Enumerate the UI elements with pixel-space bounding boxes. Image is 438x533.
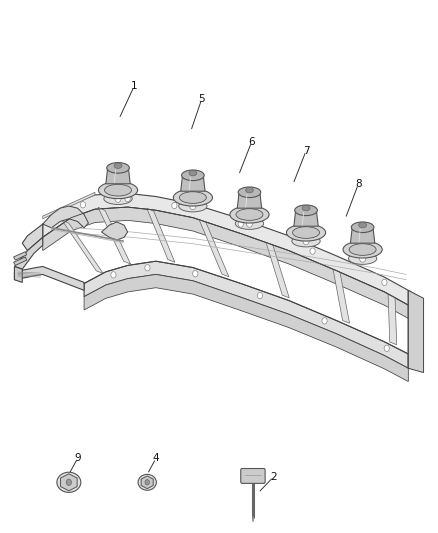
- Polygon shape: [181, 175, 205, 191]
- Ellipse shape: [349, 244, 376, 255]
- Circle shape: [172, 203, 177, 209]
- Ellipse shape: [179, 200, 207, 212]
- Ellipse shape: [138, 474, 156, 490]
- Polygon shape: [237, 192, 261, 208]
- Ellipse shape: [302, 206, 310, 211]
- Text: 5: 5: [198, 94, 205, 104]
- Circle shape: [66, 479, 71, 486]
- Circle shape: [257, 293, 262, 298]
- Ellipse shape: [295, 205, 318, 216]
- Ellipse shape: [182, 170, 204, 181]
- Polygon shape: [98, 207, 131, 264]
- Ellipse shape: [359, 222, 367, 228]
- Ellipse shape: [99, 182, 138, 199]
- Polygon shape: [408, 290, 424, 373]
- Ellipse shape: [173, 189, 212, 206]
- Circle shape: [382, 279, 387, 286]
- Ellipse shape: [349, 253, 377, 264]
- Circle shape: [145, 264, 150, 271]
- Ellipse shape: [57, 472, 81, 492]
- Polygon shape: [43, 207, 408, 318]
- Ellipse shape: [293, 227, 320, 238]
- Polygon shape: [43, 192, 95, 219]
- Polygon shape: [60, 474, 77, 491]
- Polygon shape: [102, 222, 127, 240]
- Circle shape: [125, 196, 130, 202]
- Circle shape: [145, 480, 149, 485]
- Polygon shape: [266, 242, 289, 298]
- Ellipse shape: [343, 241, 382, 258]
- Circle shape: [81, 201, 85, 208]
- Polygon shape: [147, 208, 175, 262]
- Circle shape: [190, 203, 196, 210]
- Polygon shape: [106, 168, 130, 184]
- Circle shape: [360, 255, 366, 262]
- Circle shape: [115, 195, 121, 203]
- Polygon shape: [22, 224, 43, 251]
- Ellipse shape: [104, 193, 132, 205]
- Ellipse shape: [180, 192, 206, 204]
- Polygon shape: [408, 290, 417, 368]
- Ellipse shape: [238, 187, 261, 198]
- Circle shape: [193, 270, 198, 277]
- Polygon shape: [333, 269, 350, 323]
- Ellipse shape: [235, 217, 264, 229]
- Text: 8: 8: [355, 179, 362, 189]
- Polygon shape: [43, 206, 88, 228]
- Polygon shape: [14, 257, 27, 265]
- Polygon shape: [84, 261, 408, 368]
- Ellipse shape: [286, 224, 325, 241]
- Polygon shape: [14, 266, 22, 282]
- Polygon shape: [84, 274, 408, 382]
- Ellipse shape: [236, 209, 263, 220]
- Ellipse shape: [189, 171, 197, 176]
- Circle shape: [322, 318, 327, 324]
- Ellipse shape: [230, 206, 269, 223]
- Polygon shape: [294, 211, 318, 226]
- Text: 2: 2: [270, 472, 277, 482]
- Text: 1: 1: [131, 81, 138, 91]
- Circle shape: [111, 272, 116, 278]
- Polygon shape: [43, 193, 408, 305]
- Polygon shape: [388, 294, 397, 345]
- Ellipse shape: [105, 184, 131, 196]
- Polygon shape: [62, 220, 103, 273]
- Circle shape: [303, 237, 309, 245]
- Circle shape: [238, 221, 244, 227]
- Text: 9: 9: [74, 454, 81, 463]
- Ellipse shape: [351, 222, 374, 232]
- Circle shape: [384, 345, 389, 351]
- Polygon shape: [14, 237, 43, 269]
- Polygon shape: [14, 252, 27, 260]
- Polygon shape: [14, 266, 84, 290]
- Ellipse shape: [107, 163, 129, 173]
- Ellipse shape: [246, 188, 253, 193]
- Circle shape: [310, 248, 315, 254]
- Text: 7: 7: [303, 146, 309, 156]
- Circle shape: [247, 220, 253, 227]
- Polygon shape: [350, 227, 375, 243]
- FancyBboxPatch shape: [241, 469, 265, 483]
- Ellipse shape: [114, 163, 122, 168]
- Ellipse shape: [292, 235, 320, 247]
- Text: 6: 6: [248, 137, 255, 147]
- Text: 4: 4: [152, 454, 159, 463]
- Polygon shape: [408, 305, 417, 368]
- Polygon shape: [199, 219, 229, 277]
- Polygon shape: [141, 476, 153, 489]
